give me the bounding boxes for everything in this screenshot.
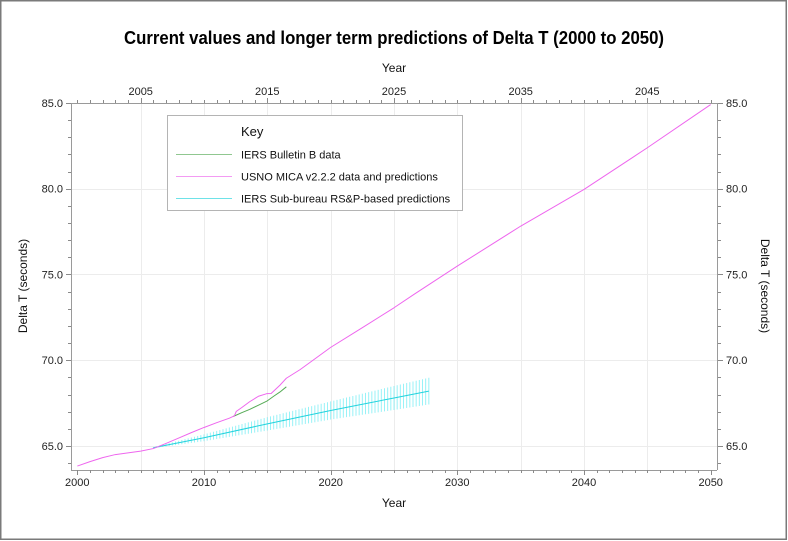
bottom-x-tick-label: 2000 [65,477,89,489]
axes: 2000 2010 2020 2030 2040 2050 2005 2015 2025 2035… [42,86,748,489]
right-y-axis-title: Delta T (seconds) [758,239,772,333]
legend-label-rsp-predictions: IERS Sub-bureau RS&P-based predictions [241,194,451,206]
left-y-tick-label: 70.0 [42,355,63,367]
usno-mica-line [77,104,711,467]
bottom-x-axis-title: Year [382,496,406,510]
left-y-axis-title: Delta T (seconds) [16,239,30,333]
left-y-tick-label: 85.0 [42,98,63,110]
legend-title: Key [241,124,264,139]
legend-label-usno-mica: USNO MICA v2.2.2 data and predictions [241,172,438,184]
rsp-predictions-line [153,390,429,449]
top-x-tick-label: 2015 [255,86,279,98]
bottom-x-tick-label: 2040 [572,477,596,489]
top-x-tick-label: 2045 [635,86,659,98]
top-x-axis-title: Year [382,61,406,75]
right-y-tick-label: 75.0 [726,270,747,282]
bottom-x-tick-label: 2050 [698,477,722,489]
legend: Key IERS Bulletin B data USNO MICA v2.2.… [167,115,463,211]
right-y-tick-label: 65.0 [726,441,747,453]
top-x-tick-label: 2005 [128,86,152,98]
right-y-tick-label: 70.0 [726,355,747,367]
legend-box [167,115,463,211]
plot-series [77,104,711,467]
top-x-tick-label: 2035 [508,86,532,98]
chart-title: Current values and longer term predictio… [124,28,664,48]
legend-label-iers-bulletin-b: IERS Bulletin B data [241,150,342,162]
left-y-tick-label: 75.0 [42,270,63,282]
bottom-x-tick-label: 2020 [318,477,342,489]
left-y-tick-label: 80.0 [42,184,63,196]
bottom-x-tick-label: 2010 [192,477,216,489]
right-y-tick-label: 85.0 [726,98,747,110]
right-y-tick-label: 80.0 [726,184,747,196]
iers-bulletin-b-line [232,386,287,417]
top-x-tick-label: 2025 [382,86,406,98]
bottom-x-tick-label: 2030 [445,477,469,489]
left-y-tick-label: 65.0 [42,441,63,453]
